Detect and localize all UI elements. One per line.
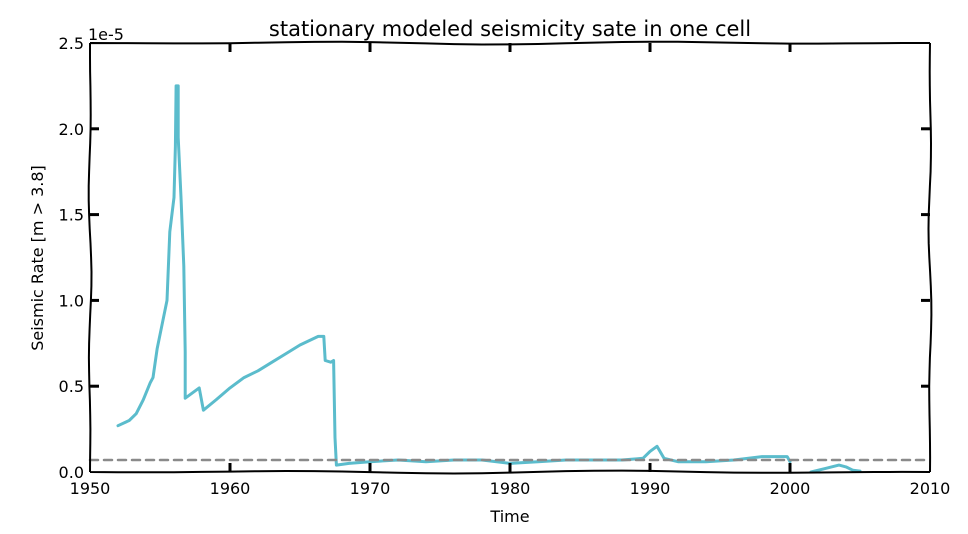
x-tick-label: 1990	[630, 479, 671, 498]
y-tick-label: 0.5	[59, 377, 84, 396]
y-tick-label: 1.0	[59, 291, 84, 310]
x-axis-label: Time	[489, 507, 529, 526]
tick-layer: 1950 1960 1970 1980 1990 2000 2010 0.0 0.5 1.0 1.5…	[59, 34, 951, 498]
series-line-0	[116, 84, 792, 467]
y-tick-label: 1.5	[59, 206, 84, 225]
y-tick-label: 2.0	[59, 120, 84, 139]
x-tick-label: 1960	[210, 479, 251, 498]
axes-frame	[87, 40, 933, 475]
x-tick-label: 1950	[70, 479, 111, 498]
x-tick-label: 2000	[770, 479, 811, 498]
y-tick-label: 0.0	[59, 463, 84, 482]
y-axis-label: Seismic Rate [m > 3.8]	[28, 165, 47, 351]
chart-title: stationary modeled seismicity sate in on…	[269, 17, 751, 41]
data-layer	[88, 84, 932, 474]
x-tick-label: 1980	[490, 479, 531, 498]
x-tick-label: 1970	[350, 479, 391, 498]
series-line-1	[809, 463, 862, 474]
y-tick-label: 2.5	[59, 34, 84, 53]
y-offset-label: 1e-5	[88, 25, 124, 44]
x-tick-label: 2010	[910, 479, 951, 498]
